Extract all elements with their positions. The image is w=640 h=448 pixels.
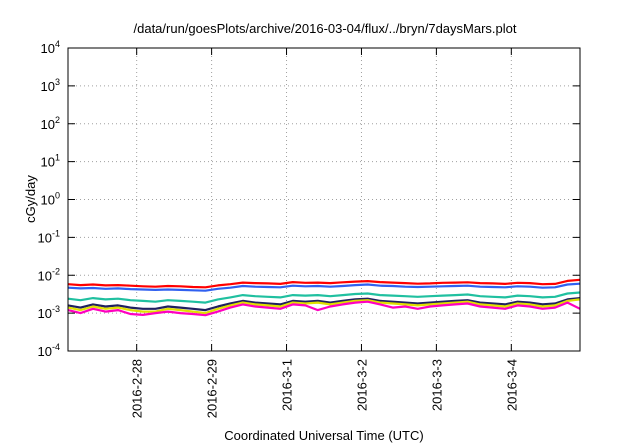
y-tick-label: 104 — [41, 39, 60, 56]
y-axis-label: cGy/day — [23, 175, 38, 223]
series-line-1 — [67, 278, 581, 289]
x-axis-label: Coordinated Universal Time (UTC) — [224, 428, 423, 443]
series-line-3 — [67, 291, 581, 304]
x-tick-label: 2016-2-28 — [130, 359, 145, 418]
series-line-2 — [67, 282, 581, 292]
y-tick-label: 101 — [41, 153, 60, 170]
y-tick-label: 10-3 — [38, 304, 60, 321]
y-tick-label: 100 — [41, 191, 60, 208]
x-tick-label: 2016-3-1 — [280, 359, 295, 411]
series-line-4 — [67, 297, 581, 312]
y-tick-label: 103 — [41, 77, 60, 94]
y-tick-label: 10-1 — [38, 228, 60, 245]
series-group — [67, 278, 581, 317]
y-tick-label: 102 — [41, 115, 60, 132]
y-axis: 10-4 10-3 10-2 10-1 100 101 102 103 104 — [38, 39, 580, 359]
plot-frame — [67, 47, 581, 352]
y-tick-label: 10-2 — [38, 266, 60, 283]
chart-title: /data/run/goesPlots/archive/2016-03-04/f… — [134, 21, 517, 36]
x-axis: 2016-2-28 2016-2-29 2016-3-1 2016-3-2 2016-3… — [130, 48, 519, 418]
x-tick-label: 2016-2-29 — [205, 359, 220, 418]
series-line-5 — [67, 298, 581, 315]
x-tick-label: 2016-3-4 — [504, 359, 519, 411]
y-tick-label: 10-4 — [38, 342, 60, 359]
x-tick-label: 2016-3-2 — [354, 359, 369, 411]
x-tick-label: 2016-3-3 — [429, 359, 444, 411]
series-line-6 — [67, 300, 581, 317]
